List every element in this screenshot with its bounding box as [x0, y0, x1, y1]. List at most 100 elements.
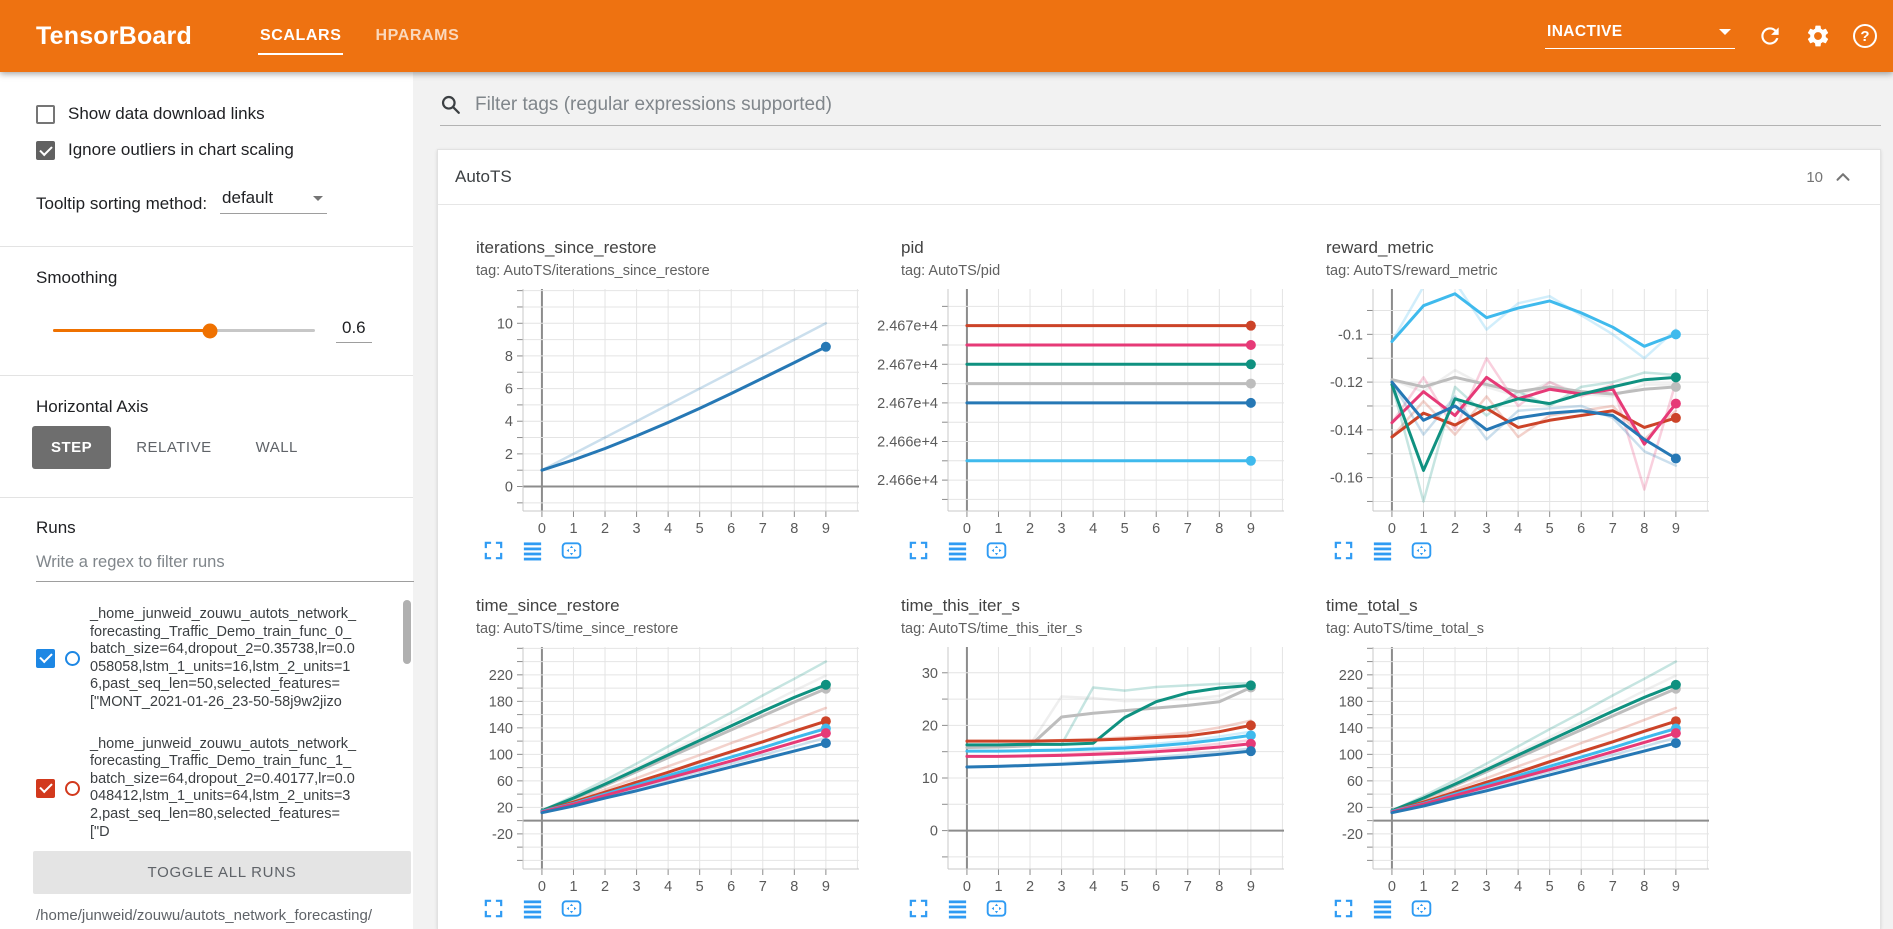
toggle-data-table-button[interactable] — [945, 539, 969, 563]
fit-domain-button[interactable] — [1409, 897, 1433, 921]
axis-wall-button[interactable]: WALL — [237, 426, 317, 469]
run-radio[interactable] — [65, 780, 80, 796]
svg-text:-20: -20 — [492, 827, 513, 843]
svg-text:4: 4 — [664, 879, 672, 895]
chart-toolbar — [451, 539, 876, 563]
fullscreen-icon — [909, 899, 927, 918]
toggle-data-table-button[interactable] — [520, 539, 544, 563]
show-download-links-checkbox[interactable] — [36, 104, 55, 124]
fit-domain-button[interactable] — [559, 897, 583, 921]
chart-plot[interactable]: 220 180 140 100 60 20 -20 0 1 2 3 4 5 6 7 8 9 — [1301, 645, 1726, 895]
fit-domain-button[interactable] — [559, 539, 583, 563]
toggle-all-runs-button[interactable]: TOGGLE ALL RUNS — [33, 851, 411, 895]
fit-to-data-icon — [561, 542, 581, 559]
svg-text:-0.1: -0.1 — [1338, 327, 1363, 343]
scalar-chart-card: reward_metric tag: AutoTS/reward_metric … — [1301, 205, 1726, 563]
chevron-down-icon — [313, 195, 324, 201]
tooltip-sorting-value: default — [222, 188, 274, 207]
scalar-chart-card: pid tag: AutoTS/pid 2.467e+4 2.467e+4 2.46… — [876, 205, 1301, 563]
runs-filter-input[interactable] — [36, 547, 414, 582]
settings-button[interactable] — [1805, 23, 1831, 49]
run-radio[interactable] — [65, 651, 80, 667]
fullscreen-icon — [484, 899, 502, 918]
refresh-icon — [1761, 27, 1779, 45]
svg-text:7: 7 — [1609, 879, 1617, 895]
expand-chart-button[interactable] — [1331, 539, 1355, 563]
run-checkbox[interactable] — [36, 649, 55, 669]
toggle-data-table-button[interactable] — [520, 897, 544, 921]
svg-text:4: 4 — [1514, 521, 1522, 537]
chart-toolbar — [1301, 539, 1726, 563]
svg-text:-20: -20 — [1342, 827, 1363, 843]
axis-step-button[interactable]: STEP — [32, 426, 112, 469]
expand-chart-button[interactable] — [481, 897, 505, 921]
svg-text:1: 1 — [569, 879, 577, 895]
refresh-button[interactable] — [1757, 23, 1783, 49]
svg-text:3: 3 — [1058, 879, 1066, 895]
slider-thumb[interactable] — [202, 323, 218, 338]
scalar-chart-card: iterations_since_restore tag: AutoTS/ite… — [451, 205, 876, 563]
svg-text:1: 1 — [1419, 521, 1427, 537]
data-table-icon — [1373, 542, 1391, 561]
fullscreen-icon — [484, 541, 502, 560]
chart-plot[interactable]: 30 20 10 0 0 1 2 3 4 5 6 7 8 9 — [876, 645, 1301, 895]
svg-text:5: 5 — [1546, 521, 1554, 537]
chart-tag: tag: AutoTS/time_since_restore — [476, 621, 679, 637]
fullscreen-icon — [1334, 899, 1352, 918]
toggle-data-table-button[interactable] — [945, 897, 969, 921]
chevron-up-icon[interactable] — [1832, 166, 1854, 188]
expand-chart-button[interactable] — [906, 897, 930, 921]
fit-domain-button[interactable] — [984, 897, 1008, 921]
chart-plot[interactable]: 2.467e+4 2.467e+4 2.467e+4 2.466e+4 2.466e+4… — [876, 287, 1301, 537]
status-select[interactable]: INACTIVE — [1545, 23, 1735, 49]
chart-plot[interactable]: 220 180 140 100 60 20 -20 0 1 2 3 4 5 6 7 8 9 — [451, 645, 876, 895]
svg-text:9: 9 — [1247, 879, 1255, 895]
svg-text:180: 180 — [489, 694, 513, 710]
section-header[interactable]: AutoTS 10 — [438, 150, 1880, 205]
data-table-icon — [948, 542, 966, 561]
svg-text:20: 20 — [497, 800, 513, 816]
scalar-chart-card: time_this_iter_s tag: AutoTS/time_this_i… — [876, 563, 1301, 921]
svg-text:8: 8 — [1215, 879, 1223, 895]
ignore-outliers-checkbox[interactable] — [36, 140, 55, 160]
main-tabs: SCALARS HPARAMS — [257, 21, 461, 55]
chart-toolbar — [451, 897, 876, 921]
scalar-chart-card: time_total_s tag: AutoTS/time_total_s 22… — [1301, 563, 1726, 921]
svg-text:9: 9 — [1247, 521, 1255, 537]
svg-text:7: 7 — [1184, 521, 1192, 537]
settings-sidebar: Show data download links Ignore outliers… — [0, 72, 414, 929]
toggle-data-table-button[interactable] — [1370, 539, 1394, 563]
svg-text:4: 4 — [1089, 879, 1097, 895]
svg-text:1: 1 — [1419, 879, 1427, 895]
svg-text:60: 60 — [497, 774, 513, 790]
run-checkbox[interactable] — [36, 778, 55, 798]
svg-text:220: 220 — [1339, 668, 1363, 684]
fit-domain-button[interactable] — [1409, 539, 1433, 563]
tooltip-sorting-select[interactable]: default — [220, 188, 328, 214]
run-item: _home_junweid_zouwu_autots_network_forec… — [36, 736, 387, 842]
help-button[interactable]: ? — [1853, 24, 1877, 48]
smoothing-slider[interactable] — [53, 323, 315, 338]
expand-chart-button[interactable] — [906, 539, 930, 563]
fit-to-data-icon — [986, 900, 1006, 917]
toggle-data-table-button[interactable] — [1370, 897, 1394, 921]
tab-hparams[interactable]: HPARAMS — [373, 21, 461, 51]
expand-chart-button[interactable] — [481, 539, 505, 563]
svg-text:220: 220 — [489, 668, 513, 684]
svg-text:8: 8 — [1640, 521, 1648, 537]
axis-relative-button[interactable]: RELATIVE — [117, 426, 230, 469]
tag-filter-input[interactable] — [475, 94, 1881, 116]
chart-plot[interactable]: 10 8 6 4 2 0 0 1 2 3 4 5 6 7 8 9 — [451, 287, 876, 537]
svg-text:2.466e+4: 2.466e+4 — [877, 473, 938, 489]
expand-chart-button[interactable] — [1331, 897, 1355, 921]
fit-domain-button[interactable] — [984, 539, 1008, 563]
smoothing-value: 0.6 — [336, 318, 372, 343]
sidebar-scrollbar[interactable] — [403, 600, 411, 664]
svg-text:10: 10 — [922, 771, 938, 787]
svg-text:5: 5 — [1546, 879, 1554, 895]
svg-text:2: 2 — [1026, 521, 1034, 537]
svg-text:140: 140 — [1339, 721, 1363, 737]
tab-scalars[interactable]: SCALARS — [257, 21, 344, 55]
chart-plot[interactable]: -0.1 -0.12 -0.14 -0.16 0 1 2 3 4 5 6 7 8 9 — [1301, 287, 1726, 537]
svg-text:5: 5 — [696, 879, 704, 895]
